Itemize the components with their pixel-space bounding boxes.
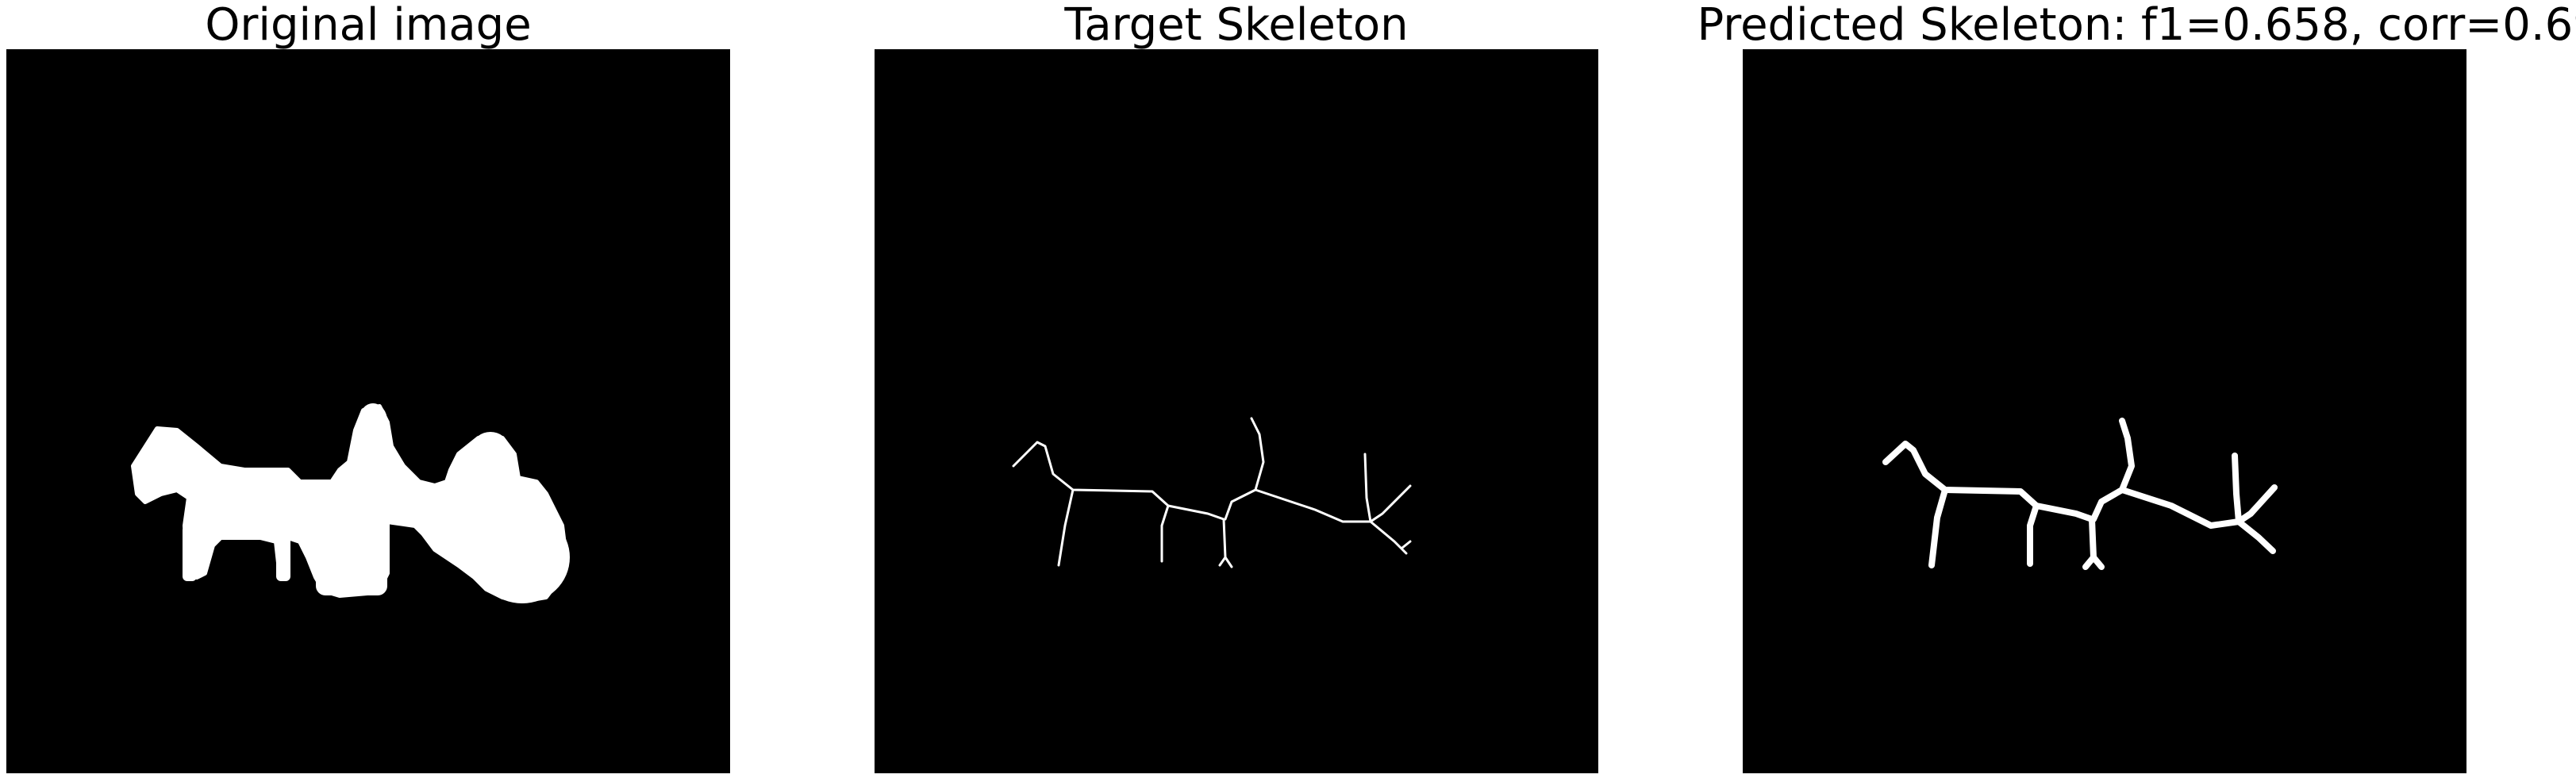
panel-title-predicted: Predicted Skeleton: f1=0.658, corr=0.699	[1697, 0, 2576, 51]
predicted-skeleton-image	[1882, 418, 2278, 570]
target-skeleton-panel	[875, 49, 1598, 773]
panel-title-original: Original image	[205, 0, 532, 51]
panel-title-target: Target Skeleton	[1064, 0, 1409, 51]
original-image-panel	[6, 49, 730, 773]
predicted-skeleton-panel	[1743, 49, 2466, 773]
original-silhouette-image	[131, 403, 570, 603]
target-skeleton-image	[1012, 417, 1412, 568]
